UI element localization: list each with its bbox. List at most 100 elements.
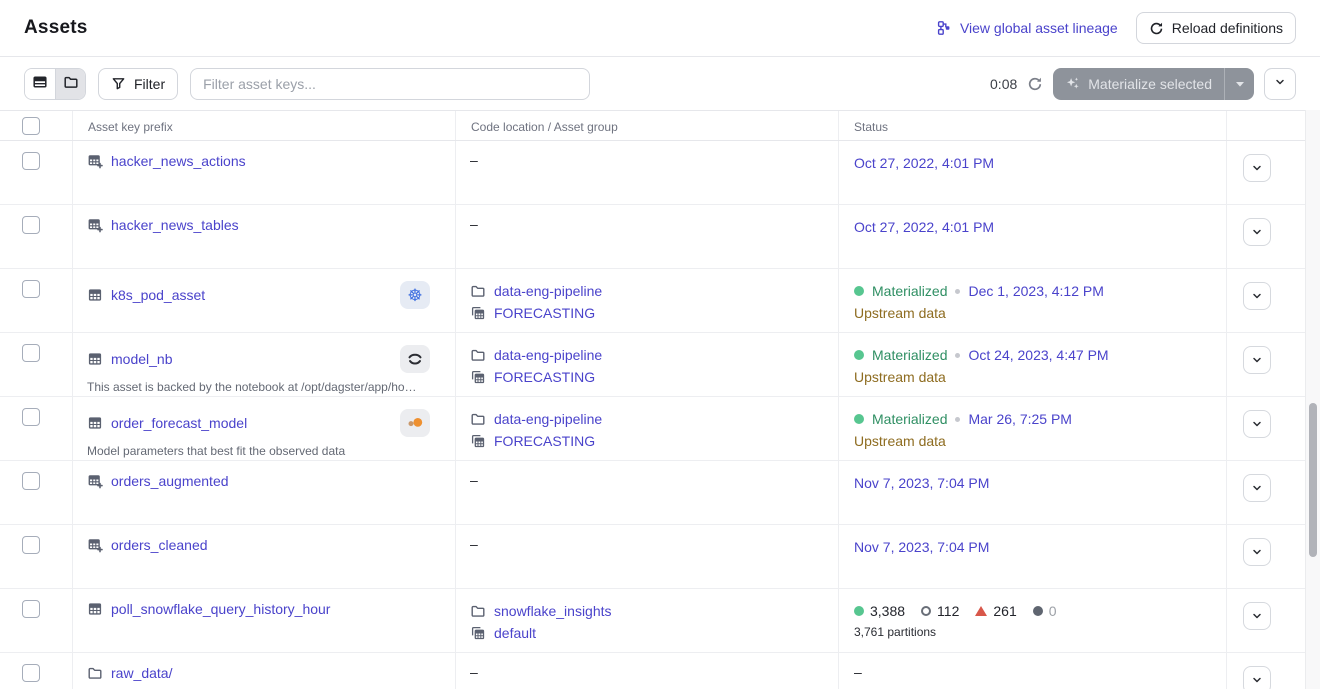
row-expand-button[interactable] [1243,154,1271,182]
row-select-cell [0,269,72,332]
materialization-time-link[interactable]: Nov 7, 2023, 7:04 PM [854,475,990,491]
row-expand-button[interactable] [1243,346,1271,374]
asset-link[interactable]: hacker_news_tables [111,217,239,233]
upstream-data-link[interactable]: Upstream data [854,369,946,385]
asset-group-link[interactable]: FORECASTING [494,433,596,449]
row-checkbox[interactable] [22,664,40,682]
toolbar-right: 0:08 Materialize selected [990,67,1296,100]
materialize-selected-button[interactable]: Materialize selected [1053,68,1224,100]
upstream-data-link[interactable]: Upstream data [854,433,946,449]
select-all-checkbox[interactable] [22,117,40,135]
row-checkbox[interactable] [22,280,40,298]
asset-group-icon [470,433,486,449]
row-select-cell [0,461,72,524]
row-select-cell [0,525,72,588]
code-location-cell: data-eng-pipeline FORECASTING [455,333,838,396]
folder-view-button[interactable] [55,68,85,99]
row-select-cell [0,397,72,460]
materialization-time-link[interactable]: Dec 1, 2023, 4:12 PM [968,283,1104,299]
list-view-button[interactable] [25,68,55,99]
row-expand-button[interactable] [1243,474,1271,502]
asset-link[interactable]: order_forecast_model [111,415,248,431]
caret-down-icon [1235,76,1245,91]
materialize-button-label: Materialize selected [1088,75,1212,92]
table-plus-asset-icon [87,473,103,489]
row-checkbox[interactable] [22,536,40,554]
more-actions-button[interactable] [1264,67,1296,100]
row-checkbox[interactable] [22,600,40,618]
code-location-link[interactable]: data-eng-pipeline [494,283,603,299]
table-row: orders_augmented – Nov 7, 2023, 7:04 PM [0,461,1305,525]
table-view-icon [32,74,48,93]
filter-button[interactable]: Filter [98,67,179,100]
asset-link[interactable]: k8s_pod_asset [111,287,206,303]
row-checkbox[interactable] [22,216,40,234]
page-title: Assets [24,17,88,38]
reload-definitions-button[interactable]: Reload definitions [1135,12,1296,44]
filter-asset-keys-input[interactable] [190,67,591,100]
table-plus-asset-icon [87,217,103,233]
row-expand-button[interactable] [1243,602,1271,630]
row-expand-button[interactable] [1243,410,1271,438]
sparkle-icon [1065,76,1080,91]
chevron-down-icon [1251,482,1263,494]
code-location-folder-icon [470,411,486,427]
code-location-cell: – [455,205,838,268]
refresh-icon[interactable] [1027,76,1043,92]
row-checkbox[interactable] [22,344,40,362]
code-location-link[interactable]: data-eng-pipeline [494,411,603,427]
filter-button-label: Filter [134,75,166,92]
scrollbar-thumb[interactable] [1309,403,1317,557]
materialized-label: Materialized [872,283,948,299]
folder-view-icon [63,74,79,93]
materialization-time-link[interactable]: Oct 27, 2022, 4:01 PM [854,219,995,235]
materialization-time-link[interactable]: Oct 24, 2023, 4:47 PM [968,347,1109,363]
row-expand-button[interactable] [1243,666,1271,689]
materialization-time-link[interactable]: Mar 26, 7:25 PM [968,411,1072,427]
scrollbar-track[interactable] [1305,110,1320,689]
row-menu-cell [1226,461,1305,524]
materialize-dropdown-button[interactable] [1224,67,1254,100]
empty-value: – [470,152,478,168]
select-all-cell [0,111,72,140]
view-global-asset-lineage-link[interactable]: View global asset lineage [936,20,1118,36]
asset-link[interactable]: orders_cleaned [111,537,208,553]
upstream-data-link[interactable]: Upstream data [854,305,946,321]
asset-description: This asset is backed by the notebook at … [87,380,417,394]
materialization-time-link[interactable]: Oct 27, 2022, 4:01 PM [854,155,995,171]
table-asset-icon [87,287,103,303]
row-checkbox[interactable] [22,472,40,490]
asset-group-link[interactable]: FORECASTING [494,369,596,385]
lineage-link-label: View global asset lineage [959,20,1118,36]
asset-link[interactable]: hacker_news_actions [111,153,246,169]
asset-link[interactable]: model_nb [111,351,173,367]
row-expand-button[interactable] [1243,282,1271,310]
asset-cell: orders_augmented [72,461,455,524]
partitions-total: 3,761 partitions [854,625,937,639]
row-expand-button[interactable] [1243,538,1271,566]
asset-description: Model parameters that best fit the obser… [87,444,346,458]
green-dot-icon [854,414,864,424]
asset-link[interactable]: orders_augmented [111,473,229,489]
row-expand-button[interactable] [1243,218,1271,246]
noteable-kind-icon [405,413,425,433]
asset-link[interactable]: raw_data/ [111,665,173,681]
status-cell: Materialized Oct 24, 2023, 4:47 PM Upstrea… [838,333,1226,396]
partition-count-value: 0 [1048,603,1057,619]
code-location-link[interactable]: snowflake_insights [494,603,612,619]
table-row: hacker_news_tables – Oct 27, 2022, 4:01 PM [0,205,1305,269]
code-location-link[interactable]: data-eng-pipeline [494,347,603,363]
row-select-cell [0,589,72,652]
row-checkbox[interactable] [22,408,40,426]
asset-group-link[interactable]: default [494,625,537,641]
asset-cell: hacker_news_tables [72,205,455,268]
asset-link[interactable]: poll_snowflake_query_history_hour [111,601,331,617]
asset-group-link[interactable]: FORECASTING [494,305,596,321]
notebook-kind-icon [405,349,425,369]
gray-dot-icon [1032,606,1043,616]
materialization-time-link[interactable]: Nov 7, 2023, 7:04 PM [854,539,990,555]
kubernetes-badge: ☸ [400,281,430,309]
row-checkbox[interactable] [22,152,40,170]
